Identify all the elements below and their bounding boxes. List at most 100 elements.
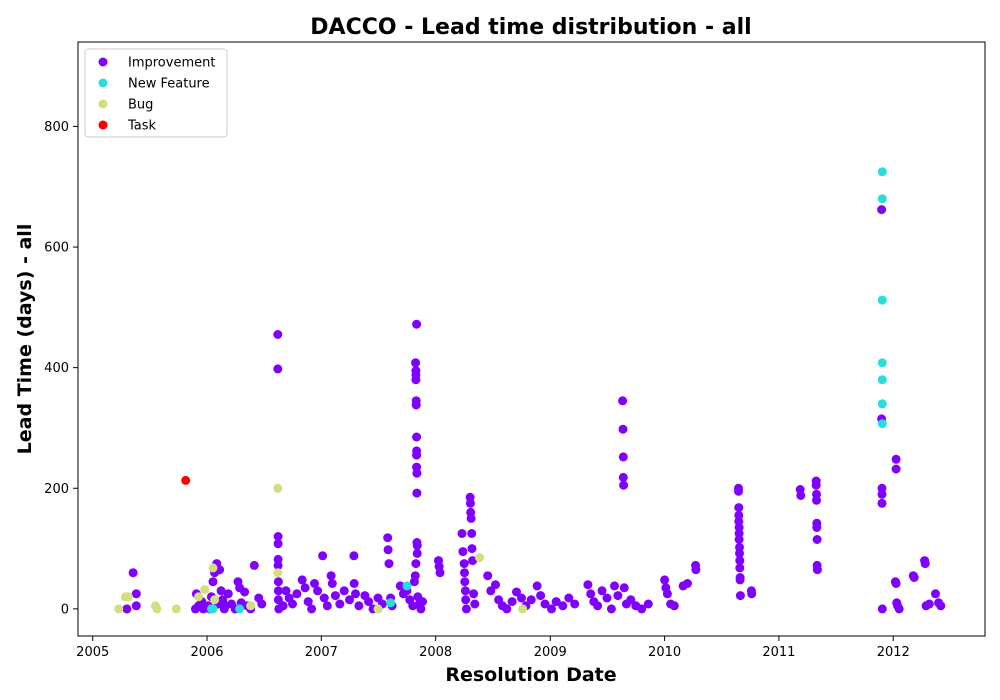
data-point bbox=[123, 592, 133, 602]
data-point bbox=[540, 599, 550, 609]
data-point bbox=[461, 595, 471, 605]
data-point bbox=[747, 589, 757, 599]
data-point bbox=[411, 358, 421, 368]
data-point bbox=[936, 601, 946, 611]
data-point bbox=[249, 560, 259, 570]
x-tick-label: 2007 bbox=[305, 645, 338, 660]
data-point bbox=[152, 604, 162, 614]
y-axis-label: Lead Time (days) - all bbox=[14, 224, 36, 455]
data-point bbox=[812, 523, 822, 532]
data-point bbox=[643, 599, 653, 609]
plot-area bbox=[77, 41, 986, 637]
data-point bbox=[402, 581, 412, 591]
data-point bbox=[507, 597, 517, 607]
data-point bbox=[351, 589, 360, 599]
data-point bbox=[411, 559, 421, 569]
data-point bbox=[181, 475, 191, 485]
y-tick-label: 0 bbox=[61, 602, 69, 617]
data-point bbox=[458, 547, 468, 557]
data-point bbox=[526, 595, 536, 605]
data-point bbox=[796, 491, 806, 500]
data-point bbox=[208, 604, 218, 614]
data-point bbox=[326, 571, 336, 581]
data-point bbox=[457, 529, 467, 538]
data-point bbox=[200, 585, 210, 595]
data-point bbox=[412, 319, 422, 329]
data-point bbox=[877, 498, 887, 508]
data-point bbox=[208, 563, 218, 573]
data-point bbox=[734, 486, 743, 496]
data-point bbox=[891, 579, 901, 588]
data-point bbox=[223, 589, 233, 599]
data-point bbox=[128, 568, 138, 578]
data-point bbox=[468, 556, 478, 566]
legend-marker bbox=[98, 57, 108, 67]
y-tick-label: 800 bbox=[44, 120, 69, 135]
data-point bbox=[412, 468, 422, 478]
data-point bbox=[877, 399, 887, 409]
data-point bbox=[273, 364, 283, 374]
data-point bbox=[318, 551, 328, 561]
x-tick-label: 2010 bbox=[648, 645, 681, 660]
legend: Improvement New Feature Bug Task bbox=[84, 48, 228, 138]
data-point bbox=[412, 432, 422, 442]
data-point bbox=[662, 589, 672, 599]
legend-marker bbox=[98, 78, 108, 88]
data-point bbox=[131, 589, 141, 599]
data-point bbox=[931, 589, 940, 599]
data-point bbox=[518, 604, 528, 614]
x-tick-label: 2009 bbox=[534, 645, 567, 660]
data-point bbox=[602, 593, 612, 603]
data-point bbox=[618, 472, 628, 482]
legend-marker bbox=[98, 120, 108, 130]
data-point bbox=[734, 535, 744, 544]
data-point bbox=[461, 604, 471, 614]
data-point bbox=[877, 419, 887, 429]
data-point bbox=[465, 498, 475, 508]
data-point bbox=[610, 581, 619, 591]
data-point bbox=[691, 565, 701, 575]
x-tick-label: 2006 bbox=[190, 645, 223, 660]
data-point bbox=[300, 583, 310, 593]
data-point bbox=[812, 535, 822, 544]
data-point bbox=[877, 375, 887, 385]
data-point bbox=[208, 577, 218, 587]
data-point bbox=[547, 604, 556, 614]
legend-label: Bug bbox=[128, 98, 153, 113]
data-point bbox=[586, 589, 596, 599]
x-axis: 2005 2006 2007 2008 2009 2010 2011 2012 bbox=[76, 636, 910, 660]
data-point bbox=[597, 586, 607, 596]
data-point bbox=[512, 587, 521, 597]
x-axis-label: Resolution Date bbox=[445, 664, 616, 686]
data-point bbox=[345, 595, 354, 605]
data-point bbox=[475, 553, 484, 563]
data-point bbox=[735, 563, 745, 573]
data-point bbox=[349, 579, 359, 588]
data-point bbox=[920, 559, 930, 569]
legend-label: Improvement bbox=[128, 56, 215, 71]
data-point bbox=[877, 194, 887, 204]
data-point bbox=[273, 539, 283, 549]
data-points bbox=[114, 167, 946, 614]
data-point bbox=[570, 599, 580, 609]
data-point bbox=[257, 599, 267, 609]
data-point bbox=[924, 599, 934, 609]
data-point bbox=[812, 495, 821, 505]
data-point bbox=[273, 577, 283, 587]
data-point bbox=[460, 568, 469, 578]
x-tick-label: 2012 bbox=[877, 645, 910, 660]
data-point bbox=[470, 599, 480, 609]
data-point bbox=[613, 591, 623, 601]
data-point bbox=[532, 581, 542, 591]
data-point bbox=[558, 601, 568, 611]
data-point bbox=[564, 593, 574, 603]
data-point bbox=[273, 483, 283, 493]
data-point bbox=[330, 591, 340, 601]
data-point bbox=[114, 604, 124, 614]
series-new-feature bbox=[206, 167, 887, 614]
data-point bbox=[811, 480, 821, 490]
data-point bbox=[313, 586, 323, 596]
data-point bbox=[273, 586, 283, 596]
data-point bbox=[669, 601, 679, 611]
